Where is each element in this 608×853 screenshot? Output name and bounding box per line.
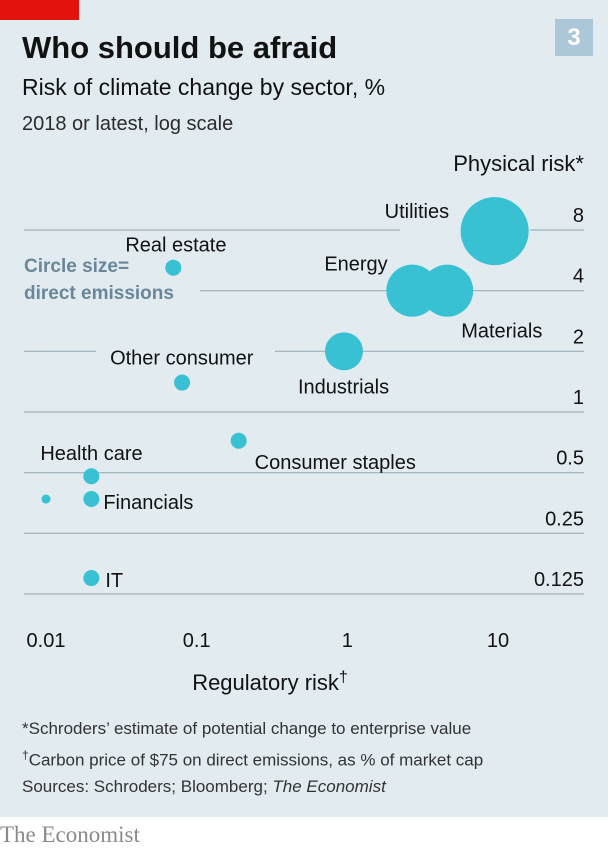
bubbles bbox=[41, 197, 529, 587]
chart-title: Who should be afraid bbox=[22, 30, 338, 65]
chart-panel bbox=[0, 0, 608, 817]
footnote-regulatory: †Carbon price of $75 on direct emissions… bbox=[22, 742, 602, 774]
point-label-consumer-staples: Consumer staples bbox=[255, 452, 416, 474]
footnote-regulatory-text: Carbon price of $75 on direct emissions,… bbox=[28, 750, 484, 770]
economist-logo: The Economist bbox=[0, 822, 140, 847]
y-tick-label: 2 bbox=[573, 326, 584, 348]
gridlines bbox=[24, 229, 584, 595]
brand-red-tag bbox=[0, 0, 79, 20]
point-label-health-care: Health care bbox=[40, 443, 142, 465]
x-tick-label: 1 bbox=[342, 630, 353, 652]
footnote-mark: † bbox=[22, 748, 29, 762]
point-label-financials: Financials bbox=[103, 492, 193, 514]
bubble-materials bbox=[421, 264, 474, 317]
size-note-line1: Circle size= bbox=[24, 256, 129, 277]
footnote-physical: *Schroders’ estimate of potential change… bbox=[22, 719, 472, 738]
bubble-other-consumer bbox=[174, 374, 191, 391]
y-tick-label: 4 bbox=[573, 266, 584, 288]
footer-notes: *Schroders’ estimate of potential change… bbox=[22, 716, 602, 800]
bubble-unlabelled bbox=[41, 494, 51, 504]
y-tick-label: 0.25 bbox=[545, 508, 584, 530]
point-label-energy: Energy bbox=[324, 254, 387, 276]
chart-number-badge: 3 bbox=[555, 19, 593, 56]
scatter-chart: 8 4 2 1 0.5 0.25 0.125 Physical risk* Circle s… bbox=[24, 151, 584, 695]
point-label-utilities: Utilities bbox=[385, 201, 449, 223]
bubble-it bbox=[83, 570, 100, 587]
point-label-it: IT bbox=[105, 570, 123, 592]
sources: Sources: Schroders; Bloomberg; The Econo… bbox=[22, 774, 602, 800]
point-label-real-estate: Real estate bbox=[125, 235, 226, 257]
point-labels: Real estate Utilities Energy Materials Indus… bbox=[40, 201, 542, 592]
bubble-industrials bbox=[324, 332, 363, 371]
x-axis-title-text: Regulatory risk bbox=[192, 670, 340, 695]
y-tick-labels: 8 4 2 1 0.5 0.25 0.125 bbox=[534, 205, 584, 591]
x-tick-label: 10 bbox=[487, 630, 509, 652]
chart-subsubtitle: 2018 or latest, log scale bbox=[22, 113, 234, 135]
bubble-consumer-staples bbox=[230, 432, 247, 449]
size-note: Circle size= direct emissions bbox=[24, 256, 174, 304]
bubble-utilities bbox=[460, 197, 529, 266]
x-tick-label: 0.01 bbox=[27, 630, 66, 652]
y-tick-label: 1 bbox=[573, 387, 584, 409]
size-note-line2: direct emissions bbox=[24, 283, 174, 304]
point-label-materials: Materials bbox=[461, 321, 542, 343]
bubble-health-care bbox=[83, 468, 100, 485]
x-axis-title-group: Regulatory risk† bbox=[192, 669, 348, 695]
y-tick-label: 0.5 bbox=[556, 448, 584, 470]
bubble-real-estate bbox=[165, 259, 182, 276]
point-label-industrials: Industrials bbox=[298, 376, 389, 398]
x-tick-labels: 0.01 0.1 1 10 bbox=[27, 630, 510, 652]
bubble-financials bbox=[83, 491, 100, 508]
chart-subtitle: Risk of climate change by sector, % bbox=[22, 74, 386, 100]
y-axis-title: Physical risk* bbox=[453, 151, 584, 176]
x-axis-title: Regulatory risk† bbox=[192, 669, 348, 695]
sources-prefix: Sources: Schroders; Bloomberg; bbox=[22, 776, 273, 796]
point-label-other-consumer: Other consumer bbox=[110, 348, 254, 370]
x-tick-label: 0.1 bbox=[183, 630, 211, 652]
y-tick-label: 8 bbox=[573, 205, 584, 227]
sources-italic: The Economist bbox=[272, 776, 386, 796]
y-tick-label: 0.125 bbox=[534, 569, 584, 591]
x-axis-title-mark: † bbox=[339, 669, 348, 686]
